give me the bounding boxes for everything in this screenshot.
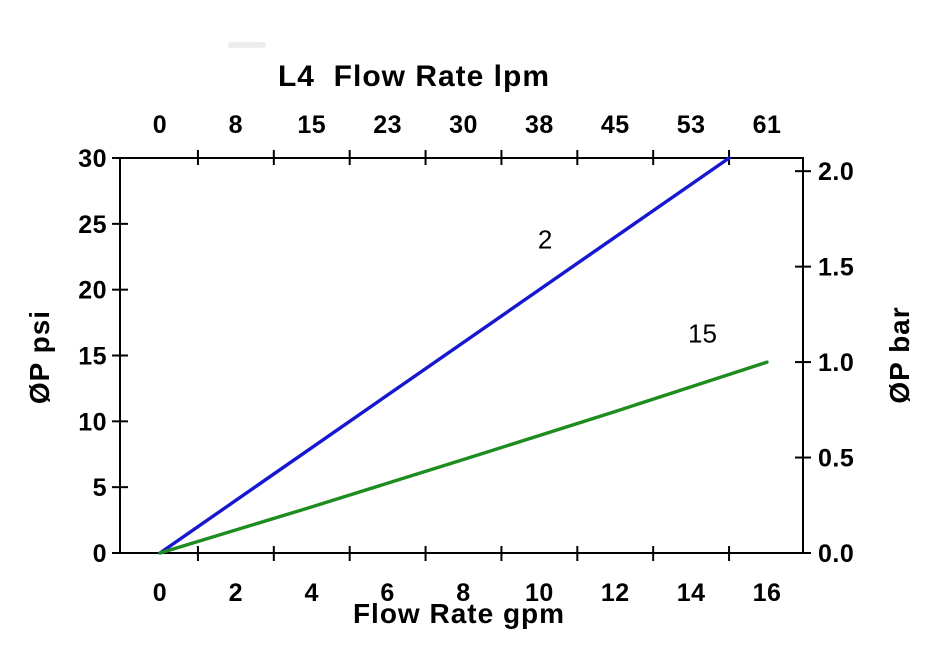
- top-axis-tick-label: 0: [153, 111, 167, 139]
- top-axis-tick-label: 23: [373, 111, 402, 139]
- top-axis-tick-label: 53: [677, 111, 706, 139]
- bottom-axis-tick-label: 8: [456, 579, 470, 607]
- left-axis-tick-label: 15: [78, 343, 107, 371]
- right-axis-tick-label: 1.0: [818, 349, 854, 377]
- left-axis-tick-label: 25: [78, 211, 107, 239]
- top-axis-tick-label: 45: [601, 111, 630, 139]
- series-line-15: [158, 360, 769, 555]
- left-y-axis-title: ØP psi: [24, 309, 55, 405]
- series-label-2: 2: [537, 224, 553, 255]
- top-axis-tick-label: 15: [297, 111, 326, 139]
- artifact-smudge: [228, 42, 266, 48]
- left-axis-tick-label: 20: [78, 277, 107, 305]
- plot-frame: [119, 157, 804, 554]
- bottom-axis-tick-label: 10: [525, 579, 554, 607]
- right-axis-tick-label: 1.5: [818, 254, 854, 282]
- top-axis-tick-label: 38: [525, 111, 554, 139]
- top-axis-tick-label: 61: [753, 111, 782, 139]
- series-label-15: 15: [688, 318, 717, 349]
- right-axis-tick-label: 2.0: [818, 158, 854, 186]
- bottom-axis-tick-label: 2: [229, 579, 243, 607]
- left-axis-tick-label: 0: [93, 540, 107, 568]
- x-axis-title: Flow Rate gpm: [352, 598, 566, 629]
- top-axis-tick-label: 30: [449, 111, 478, 139]
- bottom-axis-tick-label: 0: [153, 579, 167, 607]
- right-axis-tick-label: 0.0: [818, 540, 854, 568]
- bottom-axis-tick-label: 16: [753, 579, 782, 607]
- bottom-axis-tick-label: 14: [677, 579, 706, 607]
- right-y-axis-title: ØP bar: [884, 306, 915, 404]
- left-axis-tick-label: 5: [93, 474, 107, 502]
- top-axis-tick-label: 8: [229, 111, 243, 139]
- left-axis-tick-label: 30: [78, 145, 107, 173]
- chart-title: L4 Flow Rate lpm: [277, 60, 551, 93]
- bottom-axis-tick-label: 6: [380, 579, 394, 607]
- right-axis-tick-label: 0.5: [818, 445, 854, 473]
- bottom-axis-tick-label: 12: [601, 579, 630, 607]
- left-axis-tick-label: 10: [78, 408, 107, 436]
- bottom-axis-tick-label: 4: [305, 579, 319, 607]
- series-line-2: [158, 156, 731, 555]
